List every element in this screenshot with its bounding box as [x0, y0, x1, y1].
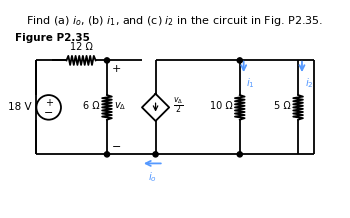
Circle shape — [104, 58, 110, 63]
Text: −: − — [44, 108, 53, 118]
Text: $\frac{v_\Delta}{2}$: $\frac{v_\Delta}{2}$ — [173, 96, 184, 116]
Circle shape — [104, 152, 110, 157]
Text: 12 Ω: 12 Ω — [70, 42, 92, 52]
Text: Find (a) $i_o$, (b) $i_1$, and (c) $i_2$ in the circuit in Fig. P2.35.: Find (a) $i_o$, (b) $i_1$, and (c) $i_2$… — [26, 14, 324, 28]
Text: +: + — [112, 63, 121, 73]
Circle shape — [237, 152, 242, 157]
Text: $i_2$: $i_2$ — [304, 77, 313, 90]
Text: $i_1$: $i_1$ — [246, 77, 255, 90]
Text: 18 V: 18 V — [8, 102, 32, 112]
Circle shape — [153, 152, 158, 157]
Circle shape — [237, 58, 242, 63]
Text: +: + — [45, 98, 53, 108]
Text: 5 Ω: 5 Ω — [274, 101, 291, 111]
Text: 6 Ω: 6 Ω — [83, 101, 100, 111]
Text: $i_o$: $i_o$ — [148, 170, 157, 184]
Text: 10 Ω: 10 Ω — [210, 101, 233, 111]
Text: −: − — [112, 142, 121, 152]
Text: Figure P2.35: Figure P2.35 — [15, 33, 90, 43]
Text: $v_\Delta$: $v_\Delta$ — [114, 100, 126, 112]
